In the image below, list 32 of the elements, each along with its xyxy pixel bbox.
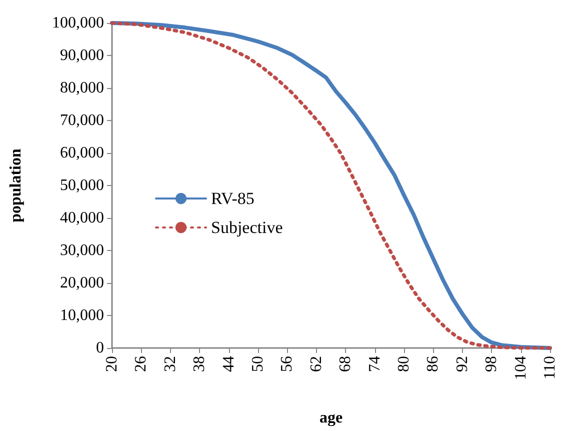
x-tick-label: 80 [396,356,412,372]
x-tick-label: 68 [337,356,354,372]
x-tick-label: 62 [308,356,325,372]
x-tick-label: 32 [162,356,179,372]
y-tick-label: 30,000 [60,242,104,259]
x-tick-label: 104 [512,356,530,380]
x-tick-label: 92 [454,356,471,372]
x-tick-label: 38 [191,356,208,372]
x-tick-label: 98 [483,356,500,372]
x-tick-label: 86 [424,356,442,372]
x-tick-label: 56 [278,356,296,372]
x-tick-label: 26 [132,356,150,372]
legend-label: Subjective [211,218,283,237]
y-tick-label: 80,000 [60,80,104,96]
y-tick-label: 20,000 [60,274,104,292]
x-tick-label: 74 [366,356,384,372]
line-series [110,21,552,350]
y-tick-label: 100,000 [52,14,104,32]
y-tick-label: 90,000 [60,47,104,64]
y-axis-title: population [8,148,24,222]
y-tick-label: 10,000 [60,307,104,324]
y-tick-label: 70,000 [60,112,104,129]
x-tick-label: 110 [542,356,558,380]
x-tick-label: 50 [250,356,266,372]
y-tick-label: 40,000 [60,210,104,226]
legend-label: RV-85 [211,189,254,208]
x-tick-label: 44 [220,356,238,372]
x-tick-label: 20 [104,356,120,372]
y-tick-label: 50,000 [60,177,104,194]
y-tick-label: 60,000 [60,144,104,162]
y-tick-label: 0 [96,340,104,356]
x-axis-title: age [319,410,343,426]
